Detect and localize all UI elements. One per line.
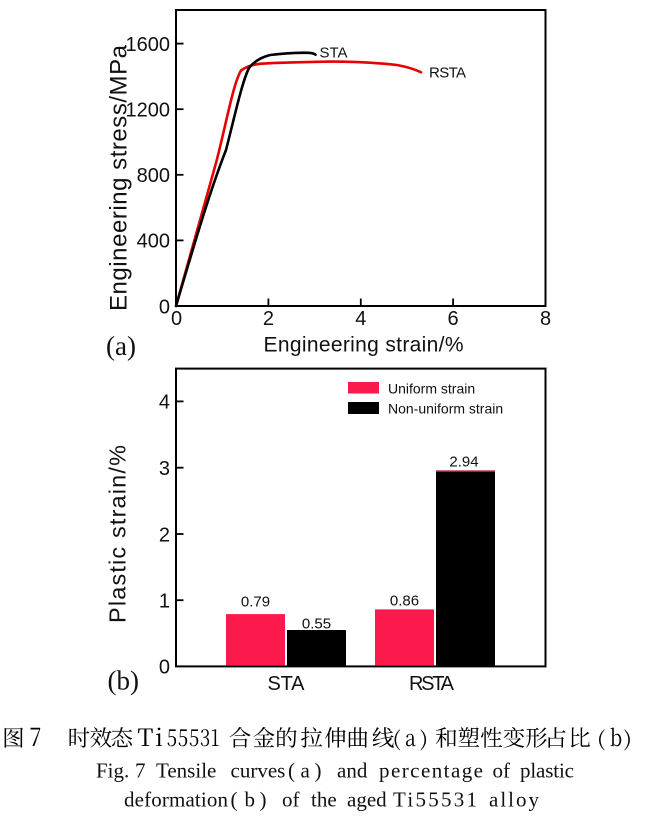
svg-text:0.86: 0.86 (390, 593, 419, 610)
svg-text:0.79: 0.79 (241, 594, 270, 611)
svg-text:Engineering stress/MPa: Engineering stress/MPa (106, 44, 133, 311)
svg-text:6: 6 (448, 308, 459, 330)
svg-text:STA: STA (268, 673, 306, 695)
svg-text:2: 2 (159, 524, 170, 546)
svg-text:0: 0 (159, 296, 170, 318)
svg-text:2: 2 (263, 308, 274, 330)
svg-text:0: 0 (171, 308, 182, 330)
svg-text:(b): (b) (108, 666, 139, 696)
svg-text:Engineering strain/%: Engineering strain/% (264, 334, 464, 357)
svg-text:0.55: 0.55 (302, 616, 331, 633)
svg-text:1600: 1600 (126, 34, 171, 56)
svg-text:Non-uniform strain: Non-uniform strain (388, 401, 503, 417)
svg-text:0: 0 (159, 657, 170, 679)
svg-text:800: 800 (137, 165, 170, 187)
svg-text:Plastic strain/%: Plastic strain/% (105, 445, 131, 623)
svg-text:3: 3 (159, 458, 170, 480)
svg-text:400: 400 (137, 231, 170, 253)
svg-text:8: 8 (540, 308, 551, 330)
svg-text:Uniform strain: Uniform strain (388, 380, 475, 396)
svg-text:STA: STA (320, 45, 348, 62)
svg-text:1200: 1200 (126, 100, 171, 122)
svg-text:2.94: 2.94 (449, 454, 478, 471)
svg-text:RSTA: RSTA (409, 673, 455, 695)
svg-text:4: 4 (355, 308, 366, 330)
svg-text:(a): (a) (106, 331, 136, 361)
svg-text:4: 4 (159, 392, 170, 414)
svg-text:RSTA: RSTA (429, 65, 466, 82)
svg-text:1: 1 (159, 591, 170, 613)
